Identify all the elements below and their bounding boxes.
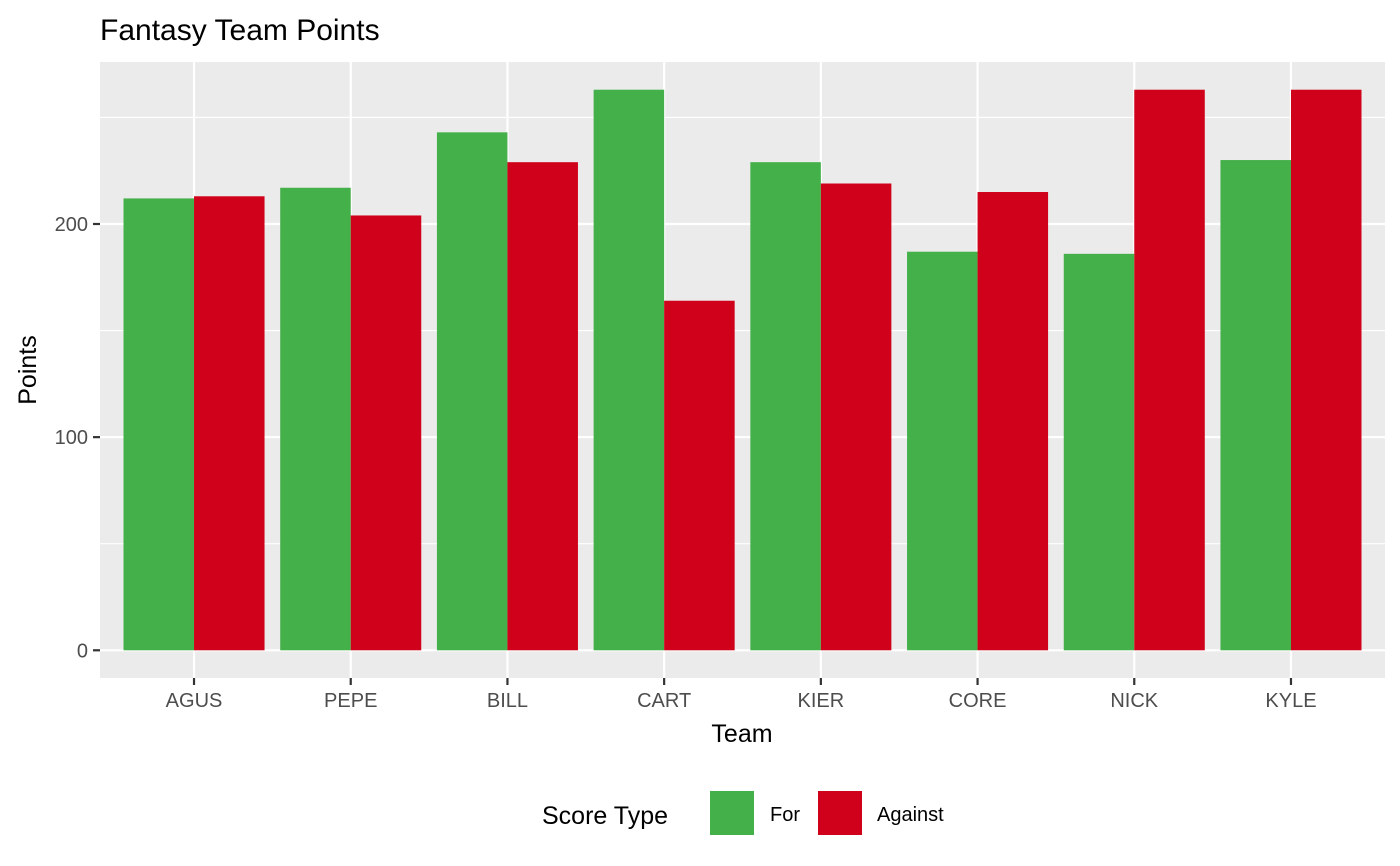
bar-agus-for: [123, 198, 195, 651]
y-axis: 0 100 200: [55, 214, 100, 662]
y-tick-label: 100: [55, 427, 88, 449]
bar-core-against: [977, 192, 1049, 651]
bar-cart-for: [593, 89, 665, 651]
x-tick-label: AGUS: [166, 690, 223, 712]
x-tick-label: BILL: [487, 690, 528, 712]
x-tick-label: CART: [637, 690, 691, 712]
y-tick-label: 0: [77, 640, 88, 662]
legend-label-for: For: [770, 804, 800, 826]
bar-kier-for: [750, 162, 821, 651]
x-tick-label: CORE: [949, 690, 1007, 712]
y-axis-title: Points: [14, 335, 42, 404]
legend-swatch-for: [710, 791, 754, 835]
bar-pepe-for: [280, 187, 351, 651]
bar-nick-against: [1134, 89, 1205, 651]
bar-bill-for: [436, 132, 508, 651]
x-axis-title: Team: [711, 720, 772, 748]
legend-label-against: Against: [877, 804, 944, 826]
legend: Score Type For Against: [542, 791, 944, 835]
bars: [123, 89, 1362, 651]
bar-kier-against: [820, 183, 892, 651]
x-tick-label: KYLE: [1265, 690, 1316, 712]
bar-nick-for: [1063, 253, 1135, 651]
legend-title: Score Type: [542, 802, 668, 830]
bar-pepe-against: [350, 215, 422, 651]
bar-kyle-against: [1290, 89, 1362, 651]
x-tick-label: KIER: [798, 690, 845, 712]
x-tick-label: PEPE: [324, 690, 377, 712]
bar-core-for: [907, 251, 978, 651]
y-tick-label: 200: [55, 214, 88, 236]
x-axis: AGUS PEPE BILL CART KIER CORE NICK KYLE: [166, 678, 1317, 712]
bar-agus-against: [194, 196, 265, 651]
bar-kyle-for: [1220, 160, 1291, 651]
legend-swatch-against: [818, 791, 862, 835]
bar-bill-against: [507, 162, 578, 651]
bar-cart-against: [664, 300, 735, 651]
x-tick-label: NICK: [1110, 690, 1158, 712]
chart-title: Fantasy Team Points: [100, 14, 380, 47]
